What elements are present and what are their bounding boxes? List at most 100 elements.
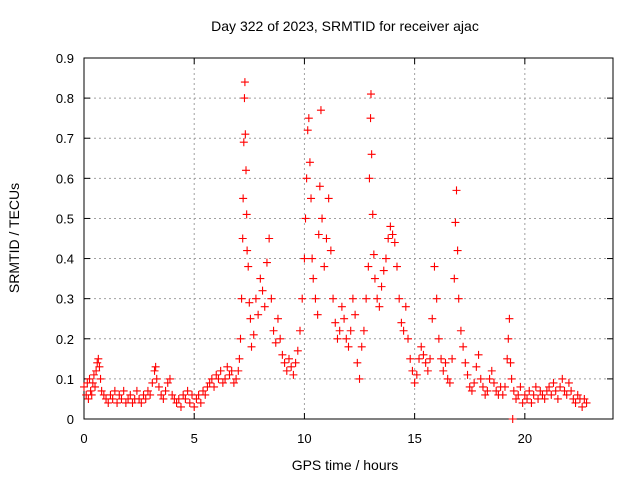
x-tick-label: 5 [191, 431, 198, 446]
data-point [390, 238, 399, 247]
data-point [397, 318, 406, 327]
y-tick-label: 0.4 [56, 252, 74, 267]
data-point [470, 378, 479, 387]
data-point [289, 370, 298, 379]
data-point [271, 338, 280, 347]
data-point [260, 302, 269, 311]
data-point [518, 398, 527, 407]
data-point [439, 366, 448, 375]
data-point [152, 374, 161, 383]
y-tick-label: 0.1 [56, 372, 74, 387]
data-point [196, 398, 205, 407]
data-point [451, 218, 460, 227]
data-point [547, 390, 556, 399]
data-point [85, 374, 94, 383]
data-point [381, 254, 390, 263]
data-point [362, 294, 371, 303]
data-point [452, 186, 461, 195]
data-point [141, 394, 150, 403]
data-point [520, 390, 529, 399]
data-point [137, 398, 146, 407]
data-point [229, 378, 238, 387]
data-point [247, 342, 256, 351]
axis-ticks: 0 0.1 0.2 0.3 0.4 0.5 0.6 0.7 0.8 0.9 0 5 10 15 20 [56, 51, 613, 446]
data-point [205, 378, 214, 387]
data-point [401, 302, 410, 311]
data-point [91, 382, 100, 391]
data-point [377, 282, 386, 291]
x-tick-label: 10 [297, 431, 311, 446]
data-point [415, 354, 424, 363]
data-point [240, 78, 249, 87]
data-point [115, 390, 124, 399]
data-point [237, 294, 246, 303]
data-point [367, 150, 376, 159]
data-point [465, 382, 474, 391]
data-point [364, 262, 373, 271]
data-point [93, 358, 102, 367]
data-point [392, 262, 401, 271]
data-point [507, 374, 516, 383]
data-point [95, 362, 104, 371]
data-point [104, 398, 113, 407]
data-point [324, 194, 333, 203]
data-point [485, 374, 494, 383]
data-point [434, 334, 443, 343]
data-point [340, 314, 349, 323]
data-point [342, 334, 351, 343]
data-point [309, 274, 318, 283]
data-point [399, 326, 408, 335]
data-point [223, 362, 232, 371]
data-point [410, 378, 419, 387]
data-point [235, 354, 244, 363]
data-point [212, 370, 221, 379]
data-point [216, 366, 225, 375]
data-point [249, 330, 258, 339]
data-point [113, 398, 122, 407]
data-point [282, 366, 291, 375]
data-point [540, 394, 549, 403]
data-point [404, 334, 413, 343]
data-point [538, 390, 547, 399]
data-point [265, 234, 274, 243]
data-point [298, 294, 307, 303]
data-point [333, 334, 342, 343]
data-point [454, 294, 463, 303]
data-point [551, 386, 560, 395]
data-point [278, 350, 287, 359]
data-point [258, 286, 267, 295]
data-point [221, 374, 230, 383]
data-point [509, 386, 518, 395]
data-point [311, 294, 320, 303]
data-point [291, 358, 300, 367]
data-point [483, 386, 492, 395]
data-point [320, 262, 329, 271]
data-point [503, 354, 512, 363]
x-tick-label: 0 [80, 431, 87, 446]
data-point [525, 386, 534, 395]
data-point [326, 246, 335, 255]
data-point [504, 334, 513, 343]
data-point [430, 262, 439, 271]
data-point [143, 386, 152, 395]
y-tick-label: 0.6 [56, 171, 74, 186]
y-tick-label: 0.8 [56, 91, 74, 106]
data-point [379, 266, 388, 275]
data-point [183, 386, 192, 395]
data-point [571, 398, 580, 407]
data-point [243, 246, 252, 255]
data-point [472, 362, 481, 371]
data-point [562, 390, 571, 399]
data-point [132, 386, 141, 395]
data-point [128, 398, 137, 407]
data-point [232, 374, 241, 383]
data-point [384, 234, 393, 243]
chart-title: Day 322 of 2023, SRMTID for receiver aja… [211, 18, 479, 34]
data-point [355, 374, 364, 383]
data-point [225, 370, 234, 379]
data-point [432, 294, 441, 303]
data-point [529, 390, 538, 399]
data-point [110, 386, 119, 395]
data-point [262, 258, 271, 267]
